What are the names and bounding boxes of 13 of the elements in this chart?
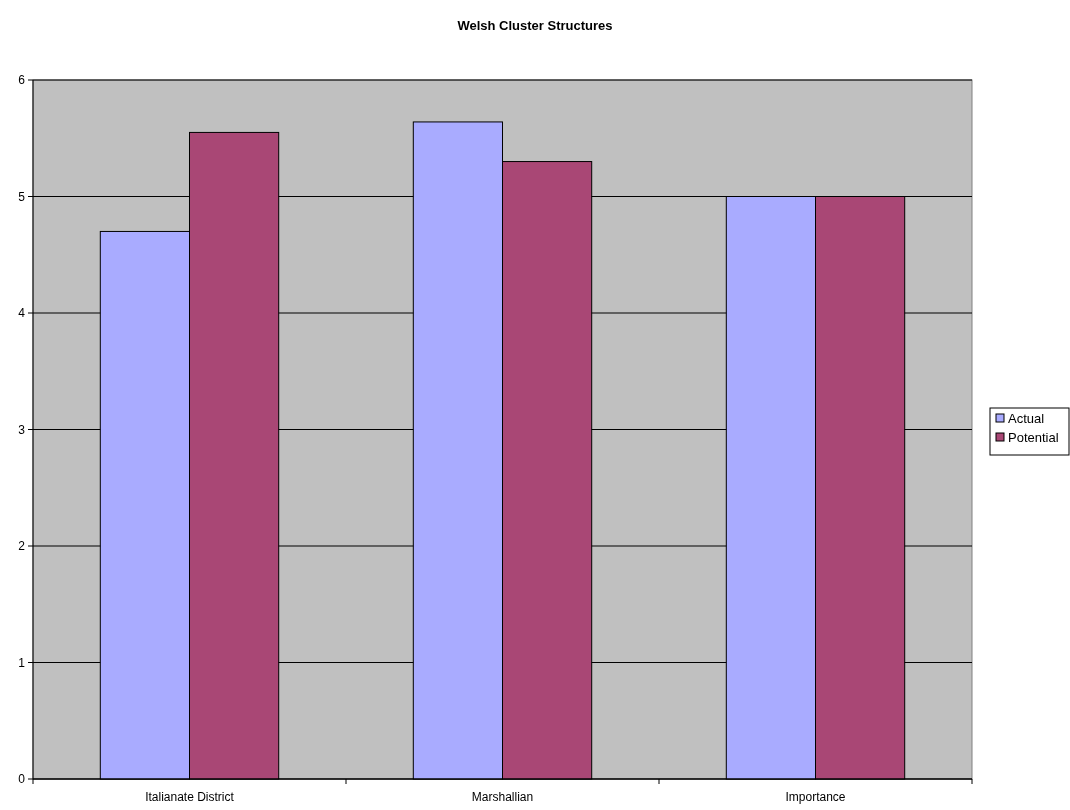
y-tick-label: 2 [18,539,26,554]
y-tick-label: 3 [18,422,26,437]
y-tick-label: 0 [18,772,26,787]
y-tick-label: 4 [18,306,26,321]
x-tick-label: Importance [785,790,846,804]
y-tick-label: 6 [18,73,26,88]
x-tick-label: Marshallian [471,790,534,804]
x-tick-label: Italianate District [145,790,235,804]
legend-label: Actual [1008,410,1045,426]
y-tick-label: 1 [18,655,26,670]
y-tick-label: 5 [18,189,26,204]
chart-title: Welsh Cluster Structures [457,18,613,33]
legend-label: Potential [1008,429,1059,445]
